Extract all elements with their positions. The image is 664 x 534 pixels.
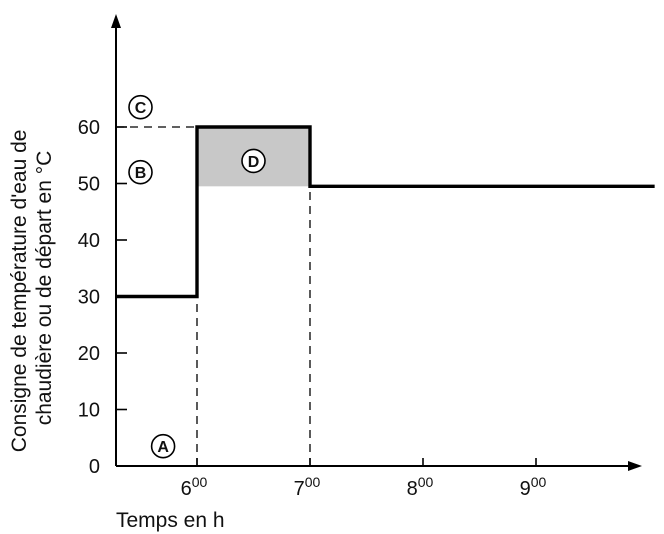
marker-label: B xyxy=(135,165,147,182)
x-tick-label: 900 xyxy=(520,474,547,500)
x-tick-label: 700 xyxy=(294,474,321,500)
marker-label: A xyxy=(157,439,169,456)
marker-circle xyxy=(128,94,153,120)
y-tick-label: 60 xyxy=(78,117,100,139)
marker-circle xyxy=(150,433,176,459)
y-tick-label: 0 xyxy=(89,456,100,478)
y-axis-title: Consigne de température d'eau de chaudiè… xyxy=(8,124,56,453)
marker-label: C xyxy=(135,100,147,117)
y-tick-label: 50 xyxy=(78,174,100,196)
marker-d: D xyxy=(241,148,266,174)
marker-circle xyxy=(241,148,266,174)
marker-label: D xyxy=(248,154,260,171)
y-tick-label: 20 xyxy=(78,343,100,365)
x-tick-label: 800 xyxy=(407,474,434,500)
x-axis-title: Temps en h xyxy=(116,509,225,532)
y-tick-label: 40 xyxy=(78,230,100,252)
marker-a: A xyxy=(150,433,176,459)
marker-circle xyxy=(128,159,153,185)
setpoint-series-line-0 xyxy=(115,125,655,299)
x-tick-label: 600 xyxy=(181,474,208,500)
marker-b: B xyxy=(128,159,153,185)
y-tick-label: 30 xyxy=(78,287,100,309)
y-tick-label: 10 xyxy=(78,400,100,422)
marker-c: C xyxy=(128,94,153,120)
